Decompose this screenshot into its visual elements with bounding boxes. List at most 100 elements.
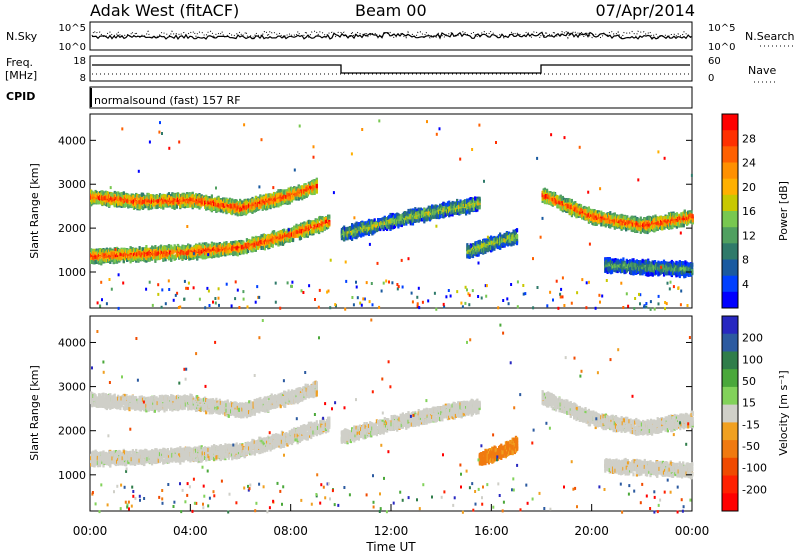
data-cell — [114, 253, 117, 258]
data-cell — [271, 193, 274, 198]
data-cell — [189, 247, 192, 252]
data-cell — [207, 200, 210, 205]
data-cell — [391, 218, 394, 223]
data-cell — [157, 255, 160, 260]
data-cell — [181, 200, 184, 205]
data-cell — [249, 239, 252, 244]
data-cell — [167, 244, 171, 249]
data-cell — [209, 207, 212, 212]
data-cell — [223, 250, 226, 255]
data-cell — [315, 189, 318, 194]
data-cell — [252, 198, 255, 203]
data-cell — [271, 233, 274, 238]
data-cell — [139, 251, 142, 256]
data-cell — [164, 257, 167, 262]
data-cell — [372, 225, 375, 230]
data-cell — [255, 207, 259, 212]
data-cell — [223, 203, 226, 208]
data-cell — [160, 244, 163, 249]
data-cell — [100, 200, 103, 204]
data-cell — [199, 254, 202, 259]
data-cell — [148, 250, 151, 254]
data-cell — [236, 245, 239, 250]
data-cell — [106, 197, 110, 202]
data-cell — [149, 253, 152, 258]
data-cell — [360, 233, 363, 238]
data-cell — [248, 239, 251, 244]
data-cell — [185, 204, 189, 208]
data-cell — [340, 236, 343, 241]
data-cell — [391, 213, 394, 218]
data-cell — [119, 252, 122, 257]
data-cell — [315, 179, 318, 184]
data-cell — [192, 197, 195, 202]
data-cell — [303, 189, 306, 194]
data-cell — [240, 247, 243, 252]
data-cell — [253, 200, 256, 205]
data-cell — [279, 238, 282, 243]
data-cell — [214, 206, 217, 211]
data-cell — [263, 196, 266, 201]
data-cell — [192, 247, 195, 252]
data-cell — [450, 210, 453, 215]
data-cell — [279, 190, 282, 195]
data-cell — [185, 194, 189, 199]
data-cell — [101, 201, 104, 206]
data-cell — [170, 251, 173, 256]
data-cell — [209, 251, 212, 256]
data-cell — [458, 208, 461, 213]
data-cell — [218, 242, 221, 246]
data-cell — [175, 204, 178, 209]
data-cell — [288, 200, 291, 205]
data-cell — [419, 210, 422, 215]
data-cell — [127, 204, 130, 209]
data-cell — [200, 251, 203, 256]
data-cell — [189, 244, 192, 249]
data-cell — [316, 219, 320, 224]
data-cell — [292, 233, 295, 238]
data-cell — [240, 250, 243, 255]
data-cell — [127, 254, 130, 259]
data-cell — [427, 205, 430, 210]
data-cell — [201, 200, 204, 205]
data-cell — [263, 200, 266, 205]
data-cell — [106, 202, 110, 207]
data-cell — [470, 202, 473, 207]
data-cell — [391, 223, 394, 228]
data-cell — [284, 195, 287, 200]
data-cell — [375, 221, 378, 226]
data-cell — [225, 245, 228, 250]
data-cell — [138, 251, 141, 256]
data-cell — [208, 196, 211, 201]
data-cell — [165, 254, 168, 259]
data-cell — [439, 210, 442, 215]
data-cell — [213, 202, 216, 206]
data-cell — [423, 217, 426, 222]
data-cell — [130, 254, 133, 259]
data-cell — [263, 246, 266, 251]
data-cell — [113, 249, 116, 254]
data-cell — [284, 198, 287, 203]
data-cell — [183, 197, 186, 202]
data-cell — [114, 191, 117, 196]
data-cell — [135, 193, 138, 197]
data-cell — [244, 246, 247, 250]
data-cell — [321, 227, 324, 232]
data-cell — [165, 203, 168, 208]
data-cell — [353, 224, 356, 229]
data-cell — [109, 247, 112, 252]
data-cell — [232, 245, 235, 250]
data-cell — [292, 193, 295, 198]
data-cell — [152, 247, 155, 251]
data-cell — [225, 210, 228, 214]
data-cell — [360, 222, 363, 227]
data-cell — [279, 241, 282, 246]
data-cell — [372, 219, 375, 224]
data-cell — [193, 194, 196, 199]
data-cell — [303, 192, 306, 197]
data-cell — [174, 193, 177, 198]
data-cell — [228, 206, 231, 211]
data-cell — [279, 230, 282, 235]
data-cell — [153, 249, 156, 254]
data-cell — [95, 251, 98, 256]
